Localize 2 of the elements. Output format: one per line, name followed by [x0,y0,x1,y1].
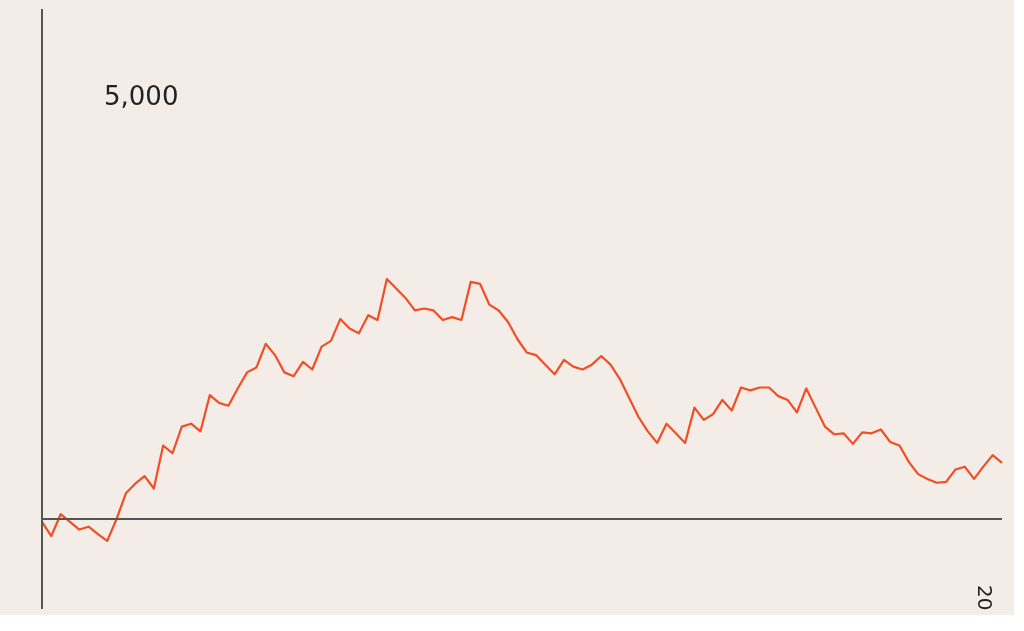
text: 20 [973,585,997,611]
text: 5,000 [104,81,179,111]
